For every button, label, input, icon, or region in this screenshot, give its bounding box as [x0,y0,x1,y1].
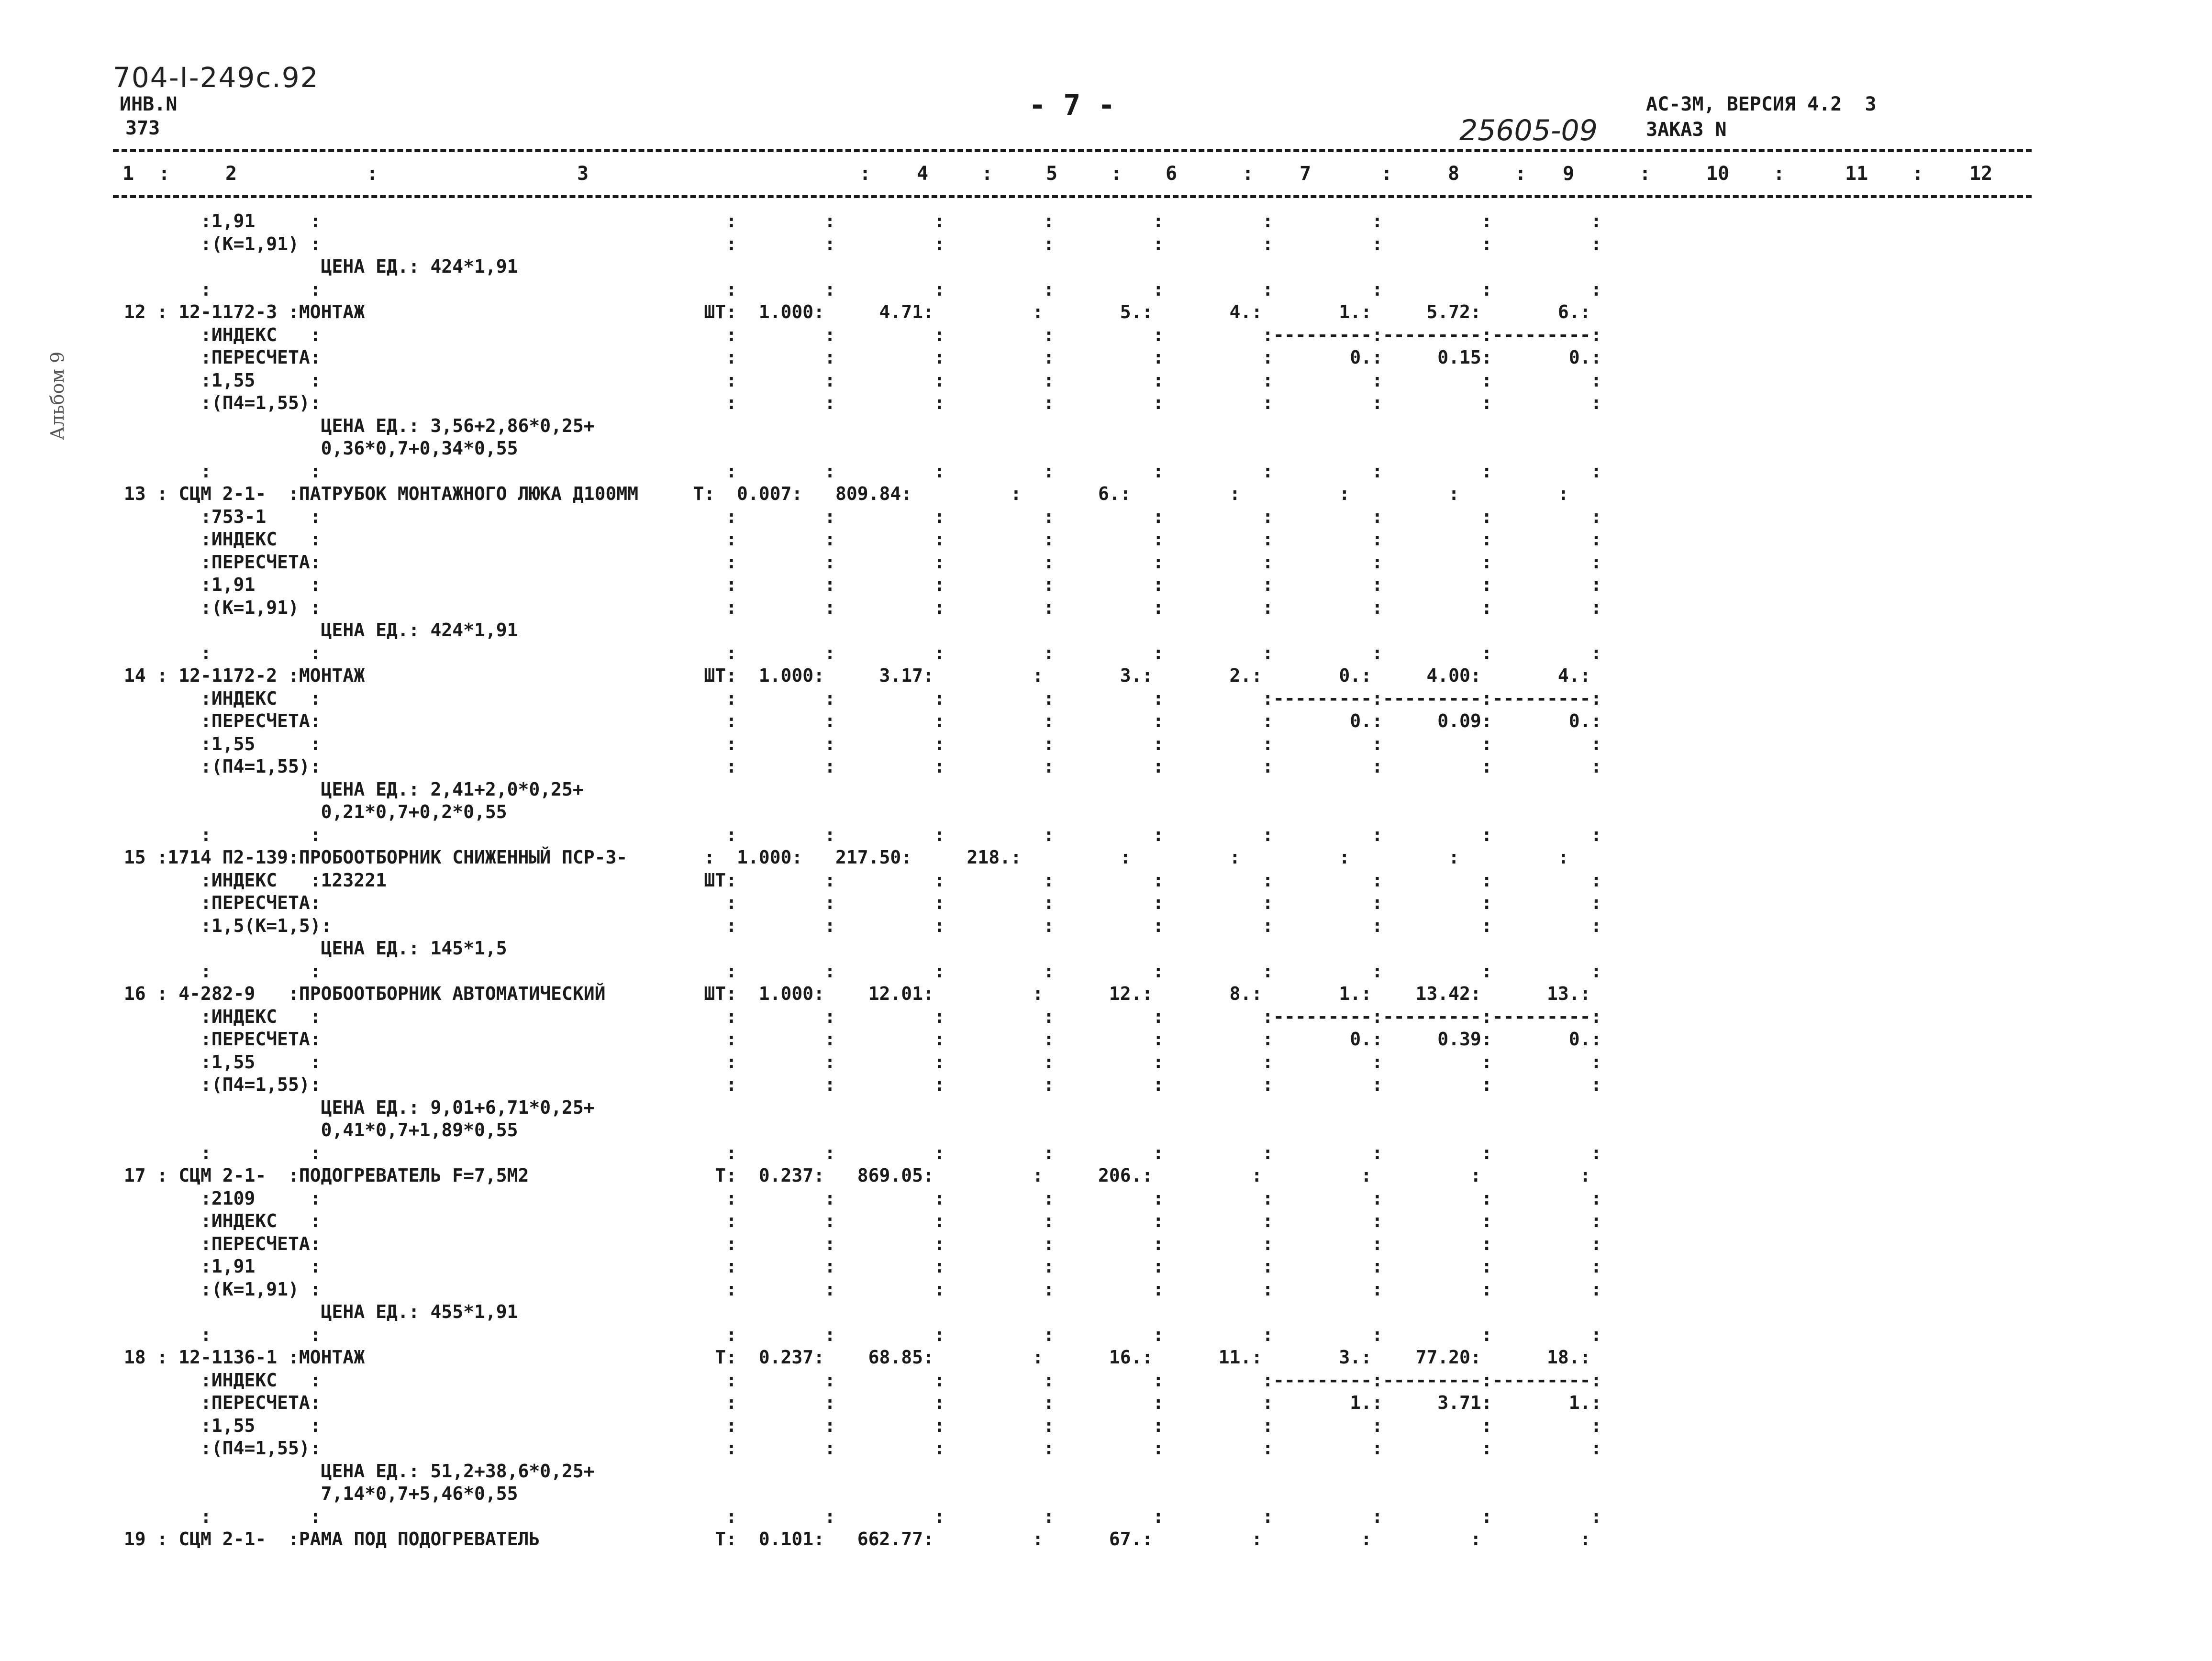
table-line: ЦЕНА ЕД.: 3,56+2,86*0,25+ [113,415,595,436]
table-line: :(К=1,91) : : : : : : : : : : [113,233,1602,255]
column-number: : [1111,163,1123,185]
table-line: : : : : : : : : : : : [113,824,1602,845]
table-line: :ИНДЕКС : : : : : : : : : : [113,1210,1602,1231]
document-code: 704-I-249c.92 [113,61,319,94]
column-number: 2 [225,163,237,185]
column-number: 3 [577,163,589,185]
column-number: : [1515,163,1527,185]
table-line: :ПЕРЕСЧЕТА: : : : : : : 0.: 0.39: 0.: [113,1029,1602,1050]
column-number: 5 [1046,163,1058,185]
table-line: :(П4=1,55): : : : : : : : : : [113,756,1602,777]
table-line: :ИНДЕКС : : : : : : : : : : [113,529,1602,550]
table-line: ЦЕНА ЕД.: 424*1,91 [113,620,518,641]
table-line: :(К=1,91) : : : : : : : : : : [113,1278,1602,1300]
column-number: : [859,163,871,185]
album-stamp-text: Альбом 9 [47,351,68,440]
order-label: ЗАКАЗ N [1646,119,1727,141]
table-line: ЦЕНА ЕД.: 424*1,91 [113,256,518,277]
header-rule-top [113,149,2032,152]
table-line: :1,55 : : : : : : : : : : [113,1415,1602,1436]
table-line: :ИНДЕКС : : : : : : :---------:---------… [113,324,1602,345]
inventory-number: 373 [125,117,160,139]
column-numbers: 1: 2: 3: 4: 5: 6: 7: 8: 9: 10: 11: 12 [113,163,2032,191]
table-line: : : : : : : : : : : : [113,1506,1602,1527]
table-line: : : : : : : : : : : : [113,642,1602,664]
table-line: 13 : СЦМ 2-1- :ПАТРУБОК МОНТАЖНОГО ЛЮКА … [113,483,1569,504]
table-line: :ПЕРЕСЧЕТА: : : : : : : 0.: 0.09: 0.: [113,710,1602,731]
table-line: ЦЕНА ЕД.: 455*1,91 [113,1301,518,1322]
column-number: : [1639,163,1651,185]
table-line: 0,21*0,7+0,2*0,55 [113,801,507,822]
column-number: 12 [1969,163,1993,185]
table-line: 17 : СЦМ 2-1- :ПОДОГРЕВАТЕЛЬ F=7,5М2 Т: … [113,1165,1591,1186]
table-line: :(П4=1,55): : : : : : : : : : [113,1438,1602,1459]
table-line: 14 : 12-1172-2 :МОНТАЖ ШТ: 1.000: 3.17: … [113,665,1591,686]
table-line: :(К=1,91) : : : : : : : : : : [113,597,1602,618]
table-line: ЦЕНА ЕД.: 145*1,5 [113,938,507,959]
table-line: :1,55 : : : : : : : : : : [113,1051,1602,1073]
album-stamp: Альбом 9 [42,297,71,440]
table-line: 18 : 12-1136-1 :МОНТАЖ Т: 0.237: 68.85: … [113,1347,1591,1368]
column-number: : [981,163,993,185]
table-line: :(П4=1,55): : : : : : : : : : [113,392,1602,413]
table-line: :ИНДЕКС : : : : : : :---------:---------… [113,687,1602,709]
table-line: :1,55 : : : : : : : : : : [113,733,1602,754]
column-number: 8 [1448,163,1460,185]
table-line: :ПЕРЕСЧЕТА: : : : : : : 1.: 3.71: 1.: [113,1392,1602,1413]
inventory-label: ИНВ.N [120,93,178,115]
column-number: 7 [1300,163,1312,185]
header-rule-bottom [113,195,2032,198]
column-number: : [158,163,170,185]
table-line: 19 : СЦМ 2-1- :РАМА ПОД ПОДОГРЕВАТЕЛЬ Т:… [113,1528,1591,1550]
table-line: : : : : : : : : : : : [113,278,1602,300]
table-line: :ПЕРЕСЧЕТА: : : : : : : : : : [113,551,1602,573]
table-line: :1,5(К=1,5): : : : : : : : : : [113,915,1602,936]
table-line: :1,91 : : : : : : : : : : [113,1256,1602,1277]
page-number: - 7 - [1029,89,1115,122]
column-number: 1 [122,163,134,185]
table-line: :ПЕРЕСЧЕТА: : : : : : : : : : [113,1233,1602,1254]
table-line: :(П4=1,55): : : : : : : : : : [113,1074,1602,1095]
estimate-table: :1,91 : : : : : : : : : : :(К=1,91) : : … [113,210,2032,1646]
column-number: : [1912,163,1924,185]
column-number: : [1773,163,1785,185]
table-line: :1,55 : : : : : : : : : : [113,369,1602,391]
table-line: : : : : : : : : : : : [113,1324,1602,1345]
table-line: ЦЕНА ЕД.: 51,2+38,6*0,25+ [113,1460,595,1482]
table-line: :1,91 : : : : : : : : : : [113,574,1602,595]
column-number: 10 [1706,163,1730,185]
table-line: :ПЕРЕСЧЕТА: : : : : : : 0.: 0.15: 0.: [113,347,1602,368]
table-line: 0,41*0,7+1,89*0,55 [113,1119,518,1141]
table-line: :ИНДЕКС : : : : : : :---------:---------… [113,1006,1602,1027]
table-line: :ПЕРЕСЧЕТА: : : : : : : : : : [113,892,1602,913]
column-number: 4 [917,163,929,185]
table-line: :753-1 : : : : : : : : : : [113,506,1602,527]
column-number: : [367,163,378,185]
column-number: : [1381,163,1393,185]
table-line: ЦЕНА ЕД.: 2,41+2,0*0,25+ [113,778,584,800]
table-line: :ИНДЕКС : : : : : : :---------:---------… [113,1369,1602,1391]
table-line: : : : : : : : : : : : [113,460,1602,482]
table-line: 0,36*0,7+0,34*0,55 [113,438,518,459]
table-line: 16 : 4-282-9 :ПРОБООТБОРНИК АВТОМАТИЧЕСК… [113,983,1591,1004]
column-number: 9 [1563,163,1575,185]
table-line: 7,14*0,7+5,46*0,55 [113,1483,518,1504]
table-line: :1,91 : : : : : : : : : : [113,210,1602,232]
order-number: 25605-09 [1459,114,1598,147]
table-line: : : : : : : : : : : : [113,960,1602,982]
column-number: : [1242,163,1254,185]
column-number: 11 [1845,163,1868,185]
table-line: :2109 : : : : : : : : : : [113,1187,1602,1209]
table-line: 12 : 12-1172-3 :МОНТАЖ ШТ: 1.000: 4.71: … [113,301,1591,322]
system-version: АС-3М, ВЕРСИЯ 4.2 3 [1646,93,1877,115]
table-line: ЦЕНА ЕД.: 9,01+6,71*0,25+ [113,1096,595,1118]
column-number: 6 [1166,163,1178,185]
table-line: : : : : : : : : : : : [113,1142,1602,1163]
table-line: :ИНДЕКС :123221 ШТ: : : : : : : : : [113,869,1602,891]
table-line: 15 :1714 П2-139:ПРОБООТБОРНИК СНИЖЕННЫЙ … [113,847,1569,868]
